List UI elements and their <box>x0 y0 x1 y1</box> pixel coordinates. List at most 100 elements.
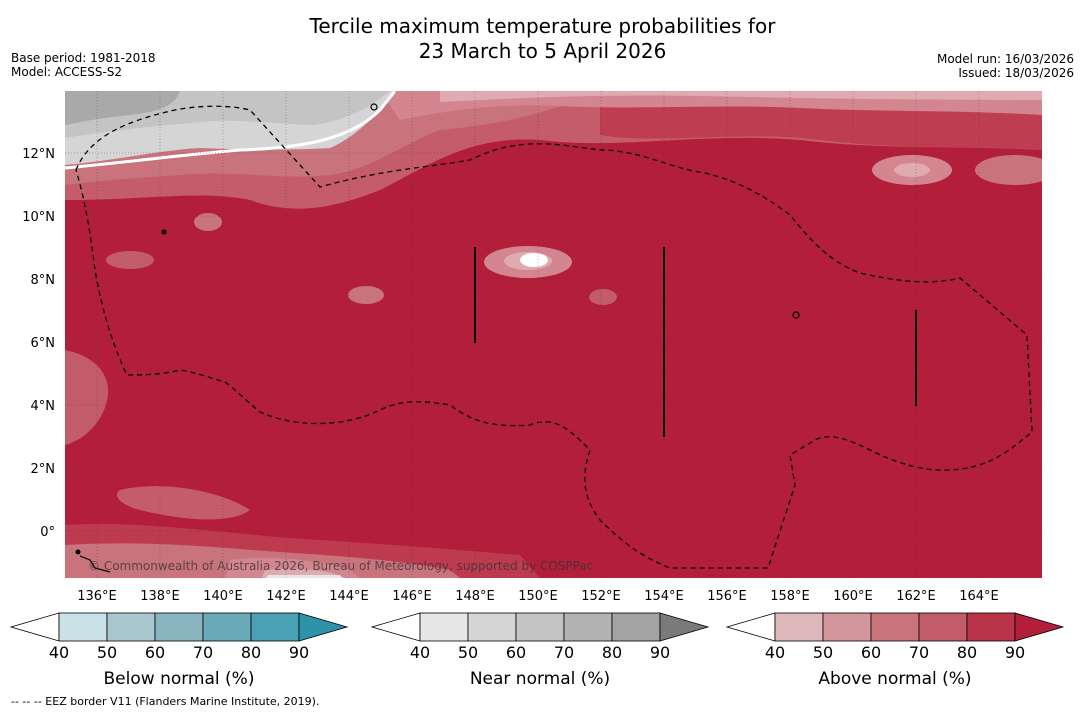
cb-near-seg-5 <box>611 612 661 642</box>
cb-above-tick-50: 50 <box>813 643 833 662</box>
cb-above-tick-90: 90 <box>1005 643 1025 662</box>
cb-above-seg-4 <box>918 612 968 642</box>
cb-above-seg-1 <box>774 612 824 642</box>
cb-below-seg-4 <box>202 612 252 642</box>
island-144e <box>370 103 378 111</box>
cb-below-seg-0 <box>9 612 60 642</box>
blob-152e-7n <box>589 289 617 305</box>
white-gap-north <box>65 91 397 170</box>
eez-palau-fsm <box>75 105 1033 569</box>
cb-above-tick-60: 60 <box>861 643 881 662</box>
near-normal-south <box>266 575 342 578</box>
cb-below-tick-90: 90 <box>289 643 309 662</box>
cb-below-seg-1 <box>58 612 108 642</box>
coast-sw <box>79 555 111 573</box>
lon-label-152e: 152°E <box>581 589 621 604</box>
lon-label-136e: 136°E <box>77 589 117 604</box>
base-period: Base period: 1981-2018 <box>11 51 156 65</box>
lon-label-160e: 160°E <box>833 589 873 604</box>
lon-label-164e: 164°E <box>959 589 999 604</box>
title-line-1: Tercile maximum temperature probabilitie… <box>309 14 776 38</box>
cb-above-seg-6 <box>1014 612 1065 642</box>
lon-labels: 136°E 138°E 140°E 142°E 144°E 146°E 148°… <box>77 589 999 604</box>
cb-above-tick-40: 40 <box>765 643 785 662</box>
meta-left: Base period: 1981-2018 Model: ACCESS-S2 <box>11 51 156 79</box>
cb-near-tick-70: 70 <box>554 643 574 662</box>
lon-label-148e: 148°E <box>455 589 495 604</box>
lon-label-140e: 140°E <box>203 589 243 604</box>
lon-label-156e: 156°E <box>707 589 747 604</box>
cb-near-label: Near normal (%) <box>470 669 610 689</box>
lat-label-6n: 6°N <box>31 336 56 351</box>
eez-borders <box>75 105 1033 569</box>
eez-footnote: -- -- -- EEZ border V11 (Flanders Marine… <box>11 695 320 708</box>
blob-138e-8n <box>106 251 154 269</box>
cb-above-seg-0 <box>725 612 776 642</box>
cb-below-tick-40: 40 <box>49 643 69 662</box>
cb-above-seg-2 <box>822 612 872 642</box>
cb-above-tick-80: 80 <box>957 643 977 662</box>
lon-label-158e: 158°E <box>770 589 810 604</box>
cb-near-tick-80: 80 <box>602 643 622 662</box>
map-figure: © Commonwealth of Australia 2026, Bureau… <box>9 91 1065 689</box>
blob-162e-core <box>894 163 930 177</box>
lat-label-2n: 2°N <box>31 462 56 477</box>
cb-near-seg-4 <box>563 612 613 642</box>
cb-above-label: Above normal (%) <box>818 669 971 689</box>
blob-165e-12n <box>975 155 1042 185</box>
island-sw <box>75 549 81 555</box>
blob-140e-10n <box>194 213 222 231</box>
lon-label-138e: 138°E <box>140 589 180 604</box>
lat-label-0: 0° <box>40 525 55 540</box>
lon-label-144e: 144°E <box>329 589 369 604</box>
cb-above-seg-3 <box>870 612 920 642</box>
island-138e <box>161 229 167 235</box>
cb-near-tick-40: 40 <box>410 643 430 662</box>
cb-near-seg-6 <box>659 612 710 642</box>
issued-date: Issued: 18/03/2026 <box>958 66 1074 80</box>
cb-near-seg-3 <box>515 612 565 642</box>
cb-below-tick-60: 60 <box>145 643 165 662</box>
meta-right: Model run: 16/03/2026 Issued: 18/03/2026 <box>937 52 1074 80</box>
cb-below-tick-70: 70 <box>193 643 213 662</box>
cb-near-tick-60: 60 <box>506 643 526 662</box>
colorbar-labels: Below normal (%) Near normal (%) Above n… <box>104 669 972 689</box>
lon-label-142e: 142°E <box>266 589 306 604</box>
lat-label-10n: 10°N <box>22 210 55 225</box>
colorbar-below-normal <box>9 612 349 642</box>
lon-label-150e: 150°E <box>518 589 558 604</box>
cb-below-label: Below normal (%) <box>104 669 255 689</box>
lon-label-162e: 162°E <box>896 589 936 604</box>
copyright-text: © Commonwealth of Australia 2026, Bureau… <box>88 559 593 573</box>
colorbar-above-normal <box>725 612 1065 642</box>
lon-label-146e: 146°E <box>392 589 432 604</box>
lat-label-12n: 12°N <box>22 147 55 162</box>
cb-near-seg-2 <box>467 612 517 642</box>
island-159e <box>792 311 800 319</box>
cb-below-tick-80: 80 <box>241 643 261 662</box>
cb-near-seg-1 <box>419 612 469 642</box>
blob-150e-8n-core <box>520 253 548 267</box>
above-70-band-west <box>65 350 109 445</box>
cb-below-seg-6 <box>298 612 349 642</box>
cb-above-tick-70: 70 <box>909 643 929 662</box>
cb-near-tick-90: 90 <box>650 643 670 662</box>
title-line-2: 23 March to 5 April 2026 <box>418 39 667 63</box>
blob-144e-7n <box>348 286 384 304</box>
above-40-band-north <box>440 91 1042 102</box>
cb-near-seg-0 <box>370 612 421 642</box>
cb-below-seg-2 <box>106 612 156 642</box>
lat-label-4n: 4°N <box>31 399 56 414</box>
colorbar-near-normal <box>370 612 710 642</box>
model-run: Model run: 16/03/2026 <box>936 52 1074 66</box>
map-plot-area: © Commonwealth of Australia 2026, Bureau… <box>65 91 1042 578</box>
map-title: Tercile maximum temperature probabilitie… <box>0 14 1085 64</box>
cb-near-tick-50: 50 <box>458 643 478 662</box>
cb-above-seg-5 <box>966 612 1016 642</box>
lat-label-8n: 8°N <box>31 273 56 288</box>
cb-below-seg-3 <box>154 612 204 642</box>
above-60-band-southwest <box>116 486 250 520</box>
graticule <box>65 91 1042 578</box>
cb-below-tick-50: 50 <box>97 643 117 662</box>
lon-label-154e: 154°E <box>644 589 684 604</box>
